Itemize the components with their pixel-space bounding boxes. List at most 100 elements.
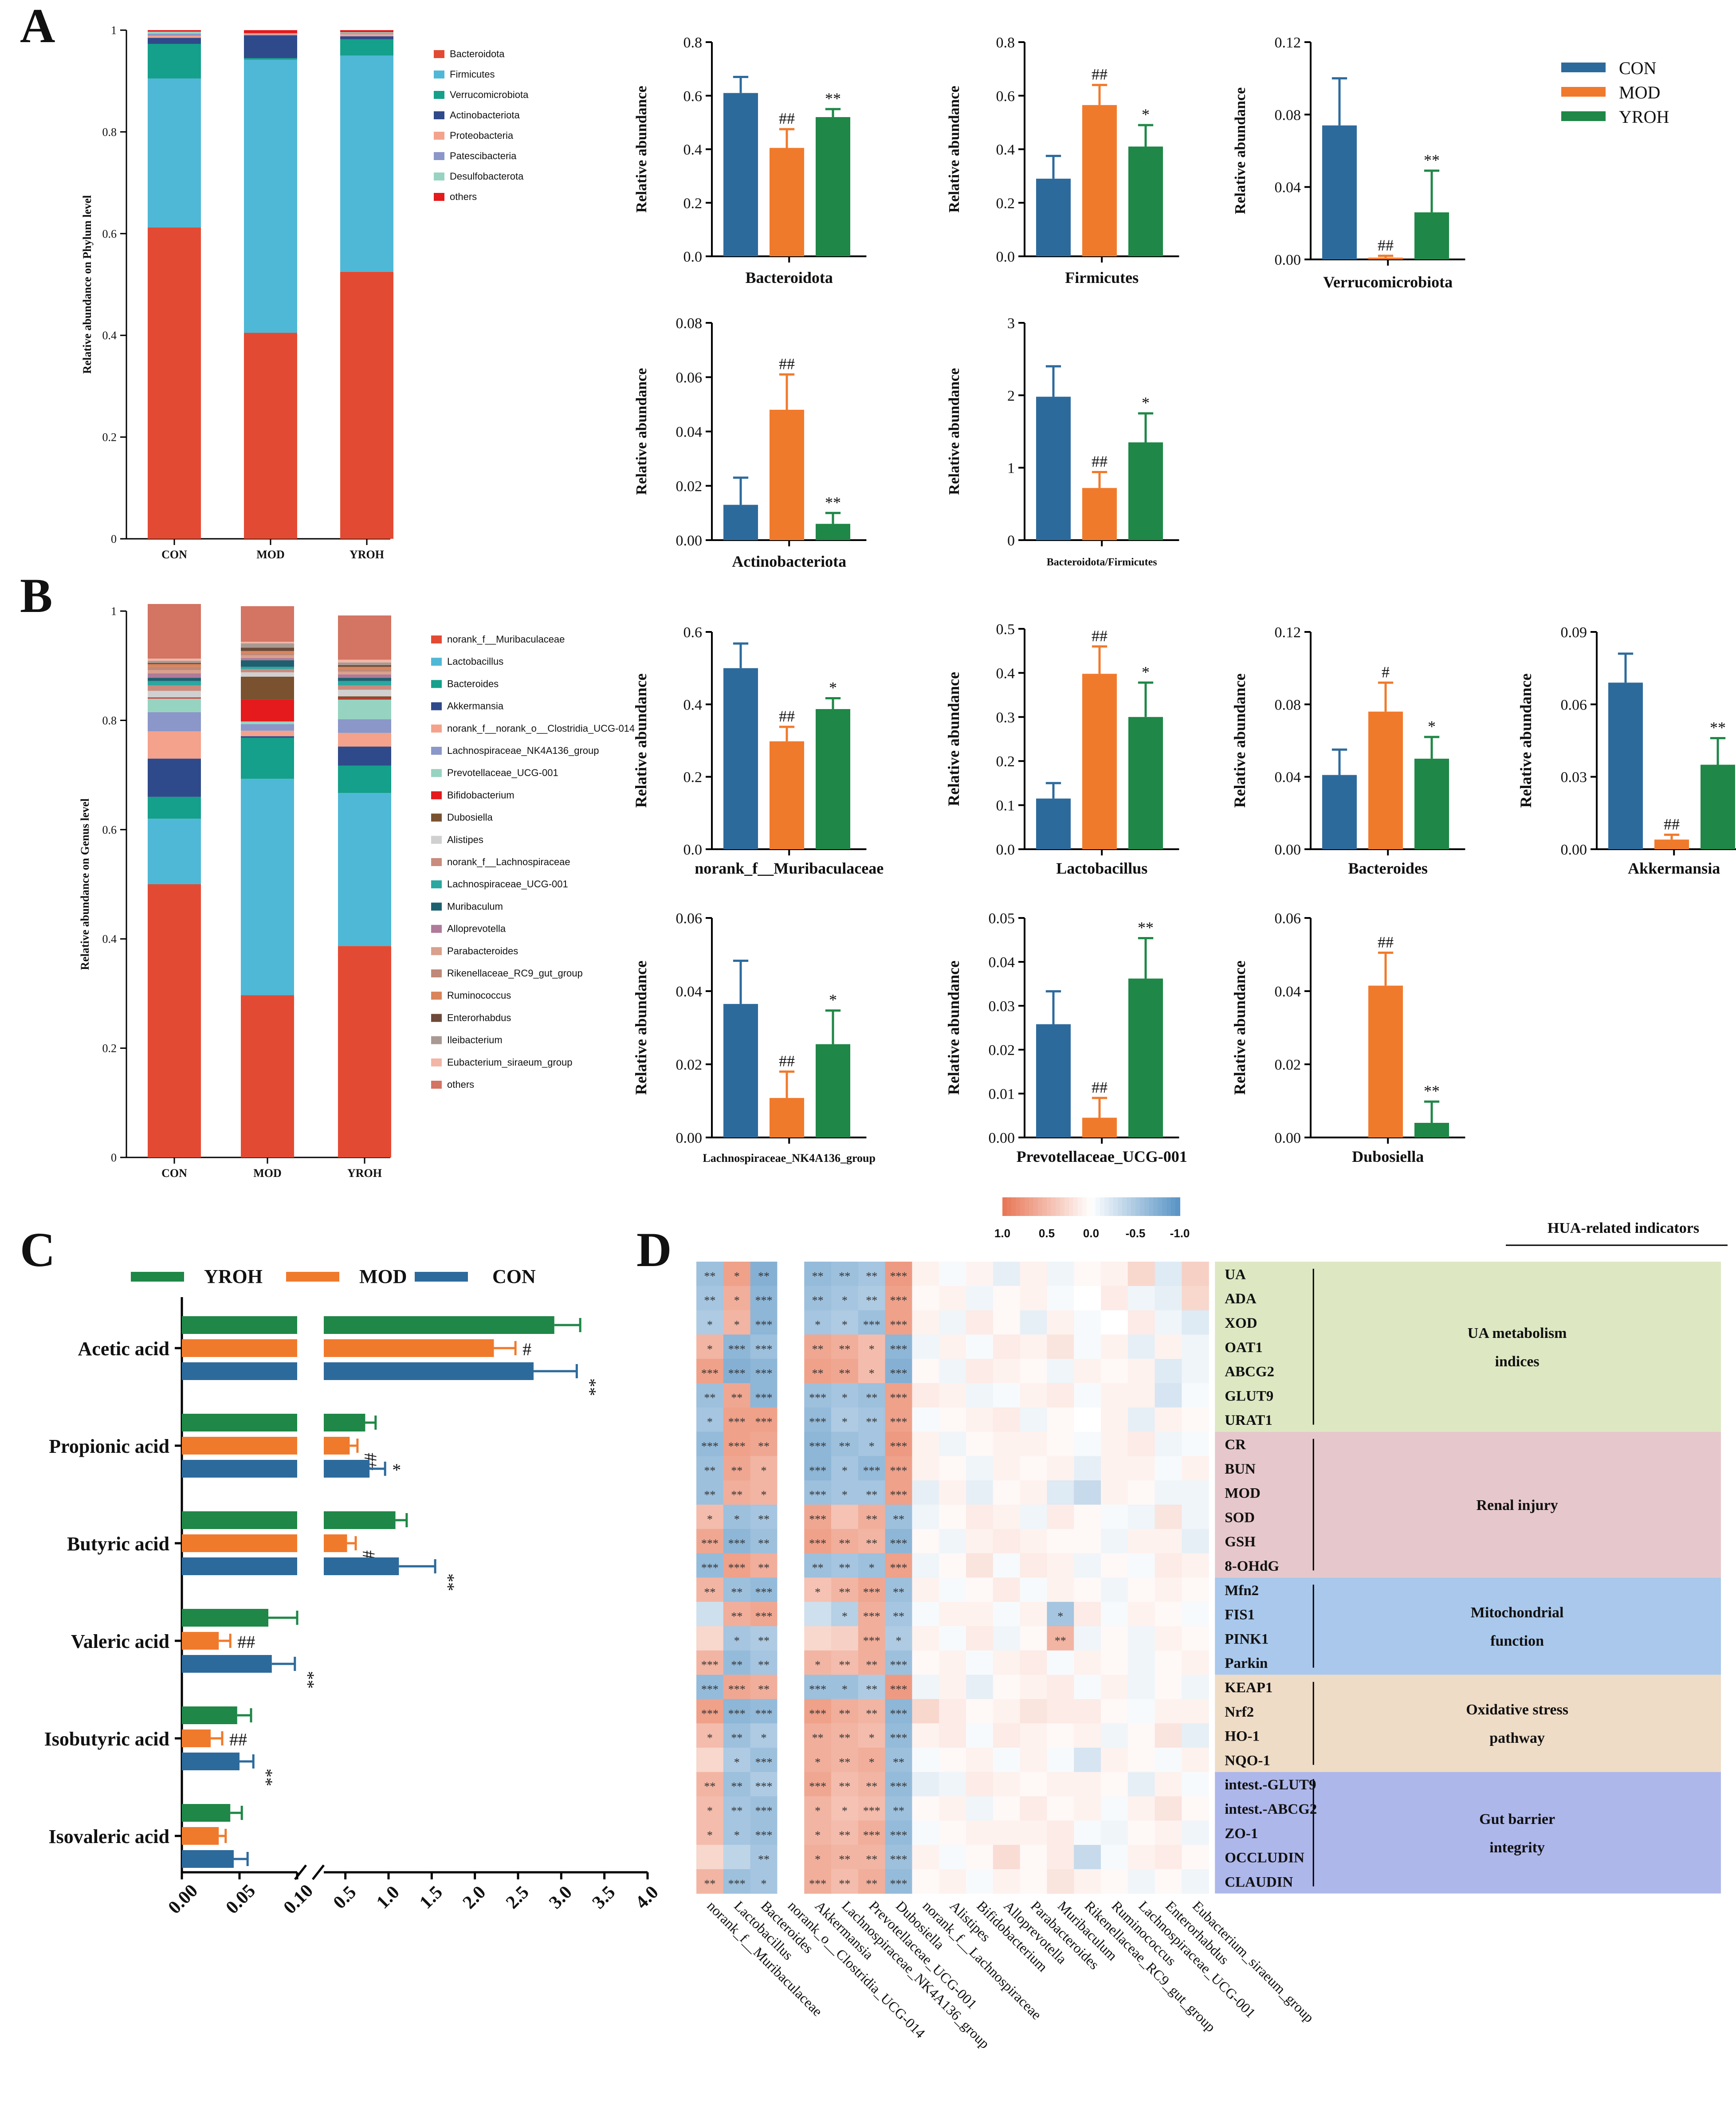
stack-segment	[338, 946, 391, 1157]
heatmap-cell	[1127, 1407, 1155, 1432]
heatmap-row-label: HO-1	[1225, 1729, 1260, 1745]
heatmap-cell	[1020, 1796, 1047, 1821]
heatmap-cell	[912, 1334, 939, 1359]
stack-segment	[338, 667, 391, 669]
heatmap-cell	[858, 1529, 886, 1554]
heatmap-star: ***	[755, 1391, 773, 1404]
heatmap-cell	[750, 1626, 778, 1651]
stack-segment	[241, 672, 294, 677]
heatmap-cell	[1155, 1602, 1182, 1627]
heatmap-star: **	[839, 1561, 850, 1574]
heatmap-cell	[939, 1431, 966, 1456]
heatmap-star: ***	[809, 1416, 826, 1428]
stack-y-axis-label: Relative abundance on Genus level	[79, 798, 91, 970]
bar	[1414, 1123, 1449, 1137]
heatmap-cell	[1047, 1310, 1074, 1335]
heatmap-cell	[831, 1748, 859, 1773]
heatmap-star: ***	[863, 1804, 880, 1817]
colorbar-segment	[1060, 1197, 1065, 1216]
heatmap-cell	[1074, 1723, 1101, 1748]
heatmap-cell	[966, 1723, 994, 1748]
c-bar	[182, 1609, 268, 1627]
heatmap-cell	[1101, 1383, 1128, 1408]
colorbar-segment	[1087, 1197, 1092, 1216]
heatmap-cell	[858, 1602, 886, 1627]
heatmap-cell	[1047, 1359, 1074, 1384]
heatmap-cell	[1127, 1869, 1155, 1894]
heatmap-star: *	[734, 1294, 740, 1307]
heatmap-cell	[1047, 1286, 1074, 1311]
c-legend-label-mod: MOD	[359, 1266, 407, 1287]
bar-y-axis-label: Relative abundance	[945, 961, 962, 1095]
heatmap-cell	[966, 1626, 994, 1651]
heatmap-cell	[858, 1407, 886, 1432]
heatmap-star: **	[758, 1270, 770, 1282]
colorbar-segment	[1109, 1197, 1114, 1216]
stack-legend-label: Bacteroidota	[450, 48, 505, 59]
heatmap-cell	[912, 1383, 939, 1408]
heatmap-cell	[885, 1869, 912, 1894]
bar-x-axis-label: Lachnospiraceae_NK4A136_group	[703, 1152, 876, 1165]
heatmap-star: **	[866, 1853, 877, 1866]
heatmap-star: ***	[809, 1464, 826, 1477]
heatmap-cell	[912, 1869, 939, 1894]
heatmap-cell	[804, 1723, 832, 1748]
stack-segment	[148, 38, 201, 44]
c-significance-mark: *	[392, 1460, 401, 1480]
heatmap-cell	[858, 1383, 886, 1408]
heatmap-cell	[804, 1869, 832, 1894]
heatmap-star: **	[893, 1610, 904, 1623]
colorbar-segment	[1175, 1197, 1180, 1216]
heatmap-cell	[1101, 1869, 1128, 1894]
heatmap-star: **	[839, 1732, 850, 1745]
stack-segment	[148, 758, 201, 797]
significance-mark: ##	[779, 707, 795, 725]
colorbar-segment	[1056, 1197, 1060, 1216]
heatmap-cell	[831, 1845, 859, 1870]
legend-label-yroh: YROH	[1619, 107, 1669, 127]
heatmap-star: ***	[809, 1780, 826, 1793]
significance-mark: **	[825, 90, 841, 107]
c-category-label: Acetic acid	[78, 1338, 169, 1360]
heatmap-cell	[912, 1723, 939, 1748]
heatmap-cell	[1155, 1723, 1182, 1748]
stack-category-label: YROH	[350, 548, 384, 561]
stack-legend-swatch	[431, 813, 442, 822]
heatmap-cell	[1155, 1796, 1182, 1821]
stack-segment	[148, 43, 201, 78]
panel-letter-b: B	[20, 569, 52, 623]
stack-y-tick-label: 0	[111, 1151, 117, 1164]
bar-y-tick-label: 0.00	[1275, 1130, 1301, 1146]
heatmap-cell	[1155, 1480, 1182, 1505]
bar	[1082, 674, 1117, 849]
heatmap-cell	[1182, 1480, 1209, 1505]
heatmap-cell	[939, 1869, 966, 1894]
bar-y-tick-label: 0.08	[1275, 697, 1301, 713]
heatmap-star: *	[869, 1367, 875, 1380]
heatmap-cell	[1155, 1772, 1182, 1797]
heatmap-cell	[912, 1286, 939, 1311]
heatmap-star: *	[842, 1318, 848, 1331]
stack-legend-label: Desulfobacterota	[450, 171, 524, 182]
legend-swatch-mod	[1561, 87, 1606, 97]
heatmap-cell	[696, 1456, 724, 1481]
heatmap-star: **	[839, 1659, 850, 1671]
heatmap-cell	[1182, 1407, 1209, 1432]
heatmap-cell	[831, 1820, 859, 1845]
heatmap-cell	[1074, 1334, 1101, 1359]
heatmap-cell	[831, 1334, 859, 1359]
heatmap-cell	[1047, 1723, 1074, 1748]
heatmap-cell	[1047, 1699, 1074, 1724]
heatmap-cell	[939, 1626, 966, 1651]
heatmap-cell	[912, 1820, 939, 1845]
bar	[1036, 1024, 1071, 1137]
stack-segment	[338, 696, 391, 699]
c-bar	[182, 1460, 297, 1478]
heatmap-star: *	[842, 1489, 848, 1502]
stack-segment	[340, 271, 393, 539]
heatmap-cell	[750, 1456, 778, 1481]
stack-segment	[338, 678, 391, 681]
heatmap-cell	[750, 1723, 778, 1748]
heatmap-star: *	[815, 1659, 821, 1671]
heatmap-cell	[1127, 1820, 1155, 1845]
